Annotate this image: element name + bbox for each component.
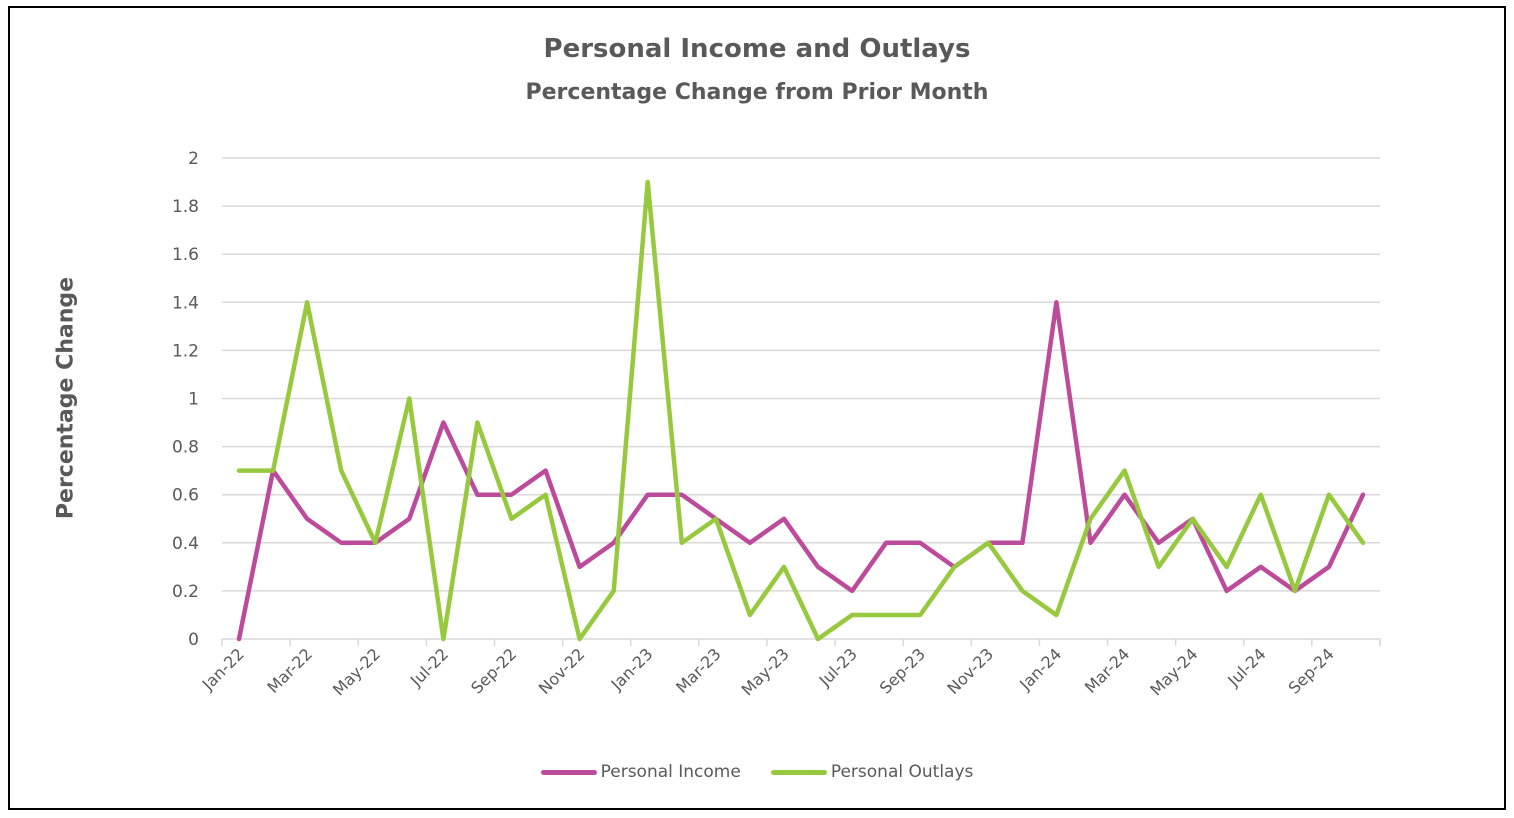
y-tick-label: 0.2 xyxy=(172,582,199,602)
x-tick-label: Sep-24 xyxy=(1284,644,1337,697)
x-tick-label: Nov-22 xyxy=(535,644,589,698)
y-tick-label: 0.6 xyxy=(172,486,199,506)
x-tick-label: Mar-23 xyxy=(672,644,725,697)
series-line-outlays xyxy=(236,179,1366,642)
outlays-swatch-icon xyxy=(770,769,827,775)
y-tick-label: 2 xyxy=(188,149,199,169)
legend-item-income: Personal Income xyxy=(540,762,741,782)
legend-item-outlays: Personal Outlays xyxy=(770,762,974,782)
x-tick-label: Jan-24 xyxy=(1015,644,1065,694)
chart-subtitle: Percentage Change from Prior Month xyxy=(525,80,989,105)
x-tick-label: Jan-23 xyxy=(607,644,657,694)
x-tick-label: Mar-22 xyxy=(263,644,316,697)
series-line-income xyxy=(236,300,1366,642)
x-tick-label: Sep-22 xyxy=(467,644,520,697)
x-tick-label: May-24 xyxy=(1146,644,1201,699)
x-tick-label: Jul-24 xyxy=(1223,644,1269,690)
x-tick-label: Sep-23 xyxy=(876,644,929,697)
chart-title: Personal Income and Outlays xyxy=(543,34,971,64)
x-tick-label: May-23 xyxy=(738,644,793,699)
y-tick-label: 1 xyxy=(188,390,199,410)
y-tick-label: 0.4 xyxy=(172,534,199,554)
y-tick-label: 0.8 xyxy=(172,438,199,458)
x-tick-label: Jul-23 xyxy=(815,644,861,690)
x-tick-label: May-22 xyxy=(329,644,384,699)
x-tick-label: Jan-22 xyxy=(198,644,248,694)
x-tick-label: Mar-24 xyxy=(1081,644,1134,697)
income-swatch-icon xyxy=(540,769,597,775)
y-tick-label: 1.6 xyxy=(172,245,199,265)
y-tick-label: 1.8 xyxy=(172,197,199,217)
x-tick-label: Nov-23 xyxy=(943,644,997,698)
legend-label-income: Personal Income xyxy=(600,762,741,782)
x-tick-label: Jul-22 xyxy=(406,644,452,690)
legend: Personal Income Personal Outlays xyxy=(0,762,1514,782)
y-tick-label: 0 xyxy=(188,630,199,650)
y-tick-label: 1.4 xyxy=(172,293,199,313)
chart-frame xyxy=(8,6,1506,810)
legend-label-outlays: Personal Outlays xyxy=(830,762,974,782)
y-tick-label: 1.2 xyxy=(172,341,199,361)
